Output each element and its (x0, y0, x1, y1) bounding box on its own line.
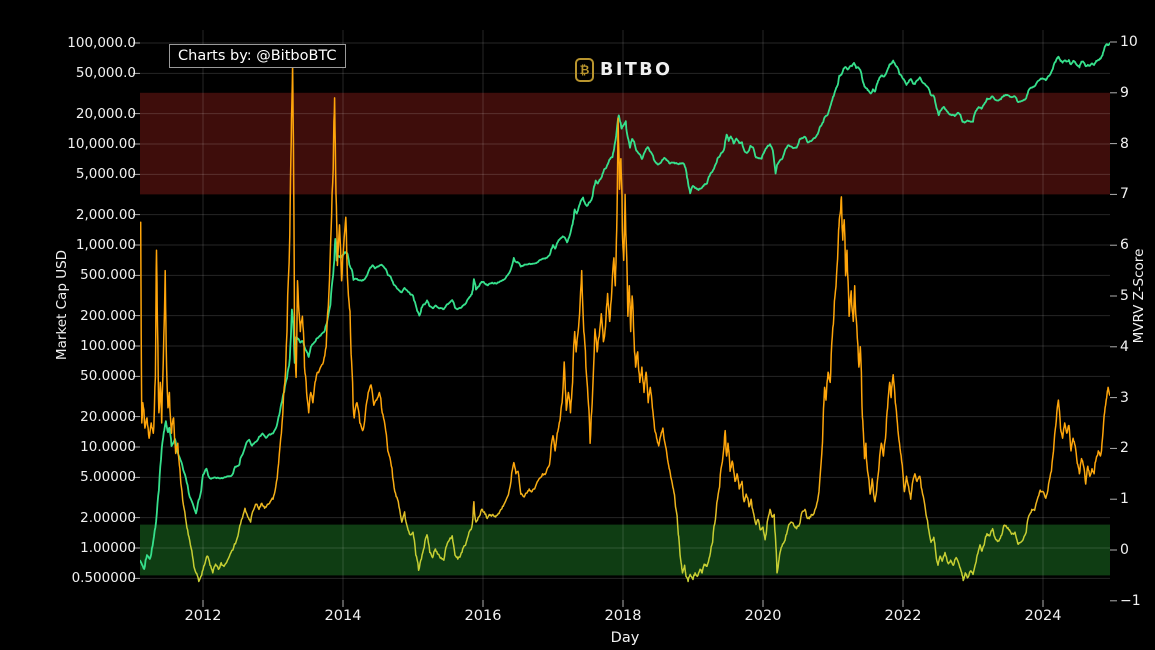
watermark-text: Charts by: @BitboBTC (178, 48, 337, 64)
watermark-box: Charts by: @BitboBTC (169, 44, 346, 68)
undervalued-zone-band (140, 524, 1110, 576)
bitcoin-icon: ₿ (575, 58, 594, 82)
x-axis-title: Day (610, 630, 640, 646)
bitbo-logo-text: BITBO (600, 60, 673, 80)
right-axis-title: MVRV Z-Score (1131, 248, 1147, 344)
overvalued-zone-band (140, 92, 1110, 195)
left-axis-title: Market Cap USD (54, 249, 70, 361)
mvrv-zscore-line (140, 64, 1110, 583)
bitbo-logo: ₿ BITBO (575, 58, 673, 82)
market-cap-line (140, 42, 1110, 570)
